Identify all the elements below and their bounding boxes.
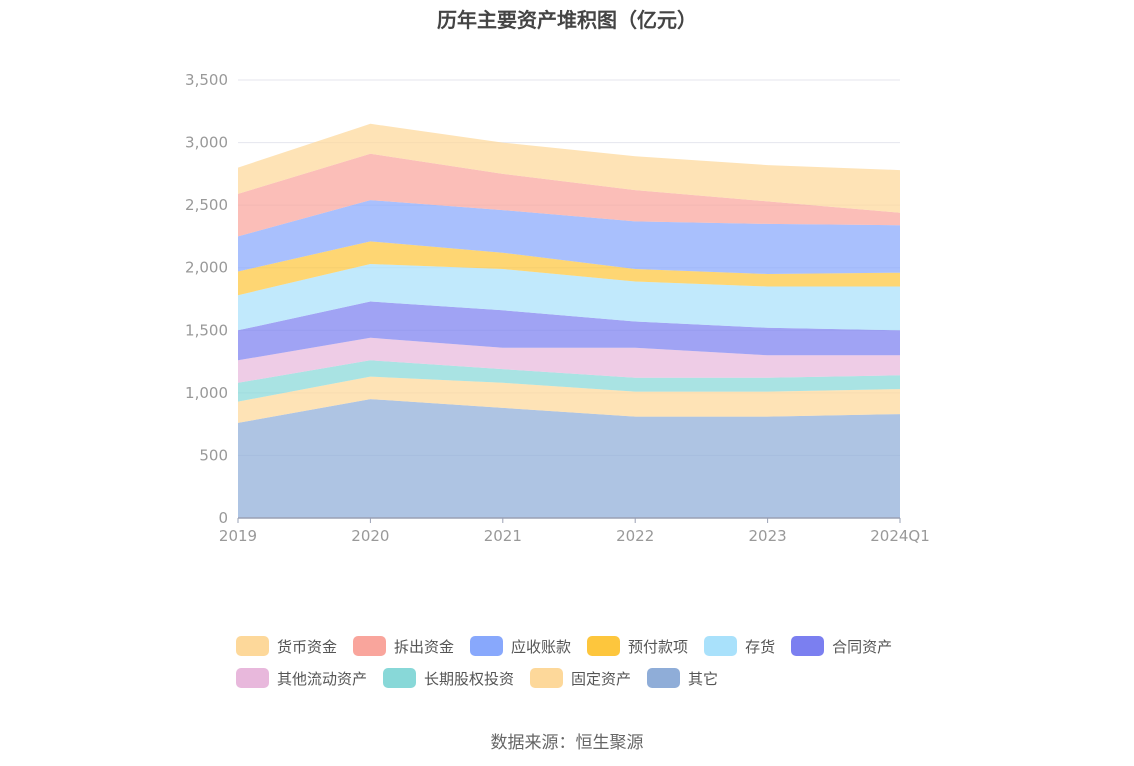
legend-label: 拆出资金	[394, 637, 455, 656]
legend-item[interactable]: 其它	[647, 668, 718, 689]
area-series-group	[238, 123, 900, 518]
area-series-存货[interactable]	[238, 264, 900, 331]
area-series-长期股权投资[interactable]	[238, 360, 900, 402]
x-tick-label: 2021	[484, 527, 522, 545]
legend-label: 货币资金	[277, 637, 338, 656]
legend-label: 固定资产	[571, 669, 632, 688]
area-series-其他流动资产[interactable]	[238, 337, 900, 383]
area-series-货币资金[interactable]	[238, 123, 900, 213]
legend-label: 其他流动资产	[277, 669, 368, 688]
x-tick-label: 2023	[749, 527, 787, 545]
stacked-area-chart: 0 500 1,000 1,500 2,000 2,500 3,000 3,500 2019 20…	[185, 71, 930, 545]
legend-item[interactable]: 预付款项	[587, 636, 688, 657]
legend-swatch	[647, 668, 681, 688]
area-series-其它[interactable]	[238, 399, 900, 518]
legend-label: 应收账款	[511, 637, 572, 656]
legend-item[interactable]: 货币资金	[236, 636, 337, 657]
legend-label: 合同资产	[832, 637, 893, 656]
legend-item[interactable]: 应收账款	[470, 636, 571, 657]
legend-item[interactable]: 其他流动资产	[236, 668, 367, 689]
legend-swatch	[791, 636, 825, 656]
area-series-拆出资金[interactable]	[238, 153, 900, 237]
legend: 货币资金 拆出资金 应收账款 预付款项 存货 合同资产其他流动资产 长期股权投资 固定资产 其它	[236, 630, 916, 694]
legend-label: 存货	[745, 637, 776, 656]
y-tick-label: 1,000	[185, 384, 228, 402]
y-tick-label: 500	[199, 446, 228, 464]
legend-swatch	[587, 636, 621, 656]
legend-item[interactable]: 存货	[704, 636, 775, 657]
legend-swatch	[353, 636, 387, 656]
legend-row: 货币资金 拆出资金 应收账款 预付款项 存货 合同资产	[236, 630, 916, 662]
legend-label: 长期股权投资	[424, 669, 515, 688]
y-tick-label: 1,500	[185, 321, 228, 339]
legend-item[interactable]: 长期股权投资	[383, 668, 514, 689]
x-tick-label: 2019	[219, 527, 257, 545]
x-tick-label: 2020	[351, 527, 389, 545]
legend-swatch	[470, 636, 504, 656]
legend-item[interactable]: 合同资产	[791, 636, 892, 657]
legend-swatch	[383, 668, 417, 688]
legend-swatch	[236, 636, 269, 656]
chart-title: 历年主要资产堆积图（亿元）	[437, 8, 697, 32]
y-tick-label: 3,000	[185, 134, 228, 152]
y-tick-label: 3,500	[185, 71, 228, 89]
x-tick-label: 2022	[616, 527, 654, 545]
area-series-应收账款[interactable]	[238, 200, 900, 274]
legend-swatch	[236, 668, 269, 688]
legend-item[interactable]: 拆出资金	[353, 636, 454, 657]
y-tick-label: 2,000	[185, 259, 228, 277]
legend-label: 预付款项	[628, 637, 689, 656]
legend-swatch	[530, 668, 564, 688]
axes: 0 500 1,000 1,500 2,000 2,500 3,000 3,500 2019 20…	[185, 71, 930, 545]
y-tick-label: 2,500	[185, 196, 228, 214]
x-tick-label: 2024Q1	[870, 527, 930, 545]
area-series-预付款项[interactable]	[238, 241, 900, 296]
legend-swatch	[704, 636, 738, 656]
area-series-固定资产[interactable]	[238, 376, 900, 423]
legend-item[interactable]: 固定资产	[530, 668, 631, 689]
legend-label: 其它	[688, 669, 719, 688]
data-source-note: 数据来源：恒生聚源	[490, 733, 644, 753]
y-tick-label: 0	[218, 509, 228, 527]
area-series-合同资产[interactable]	[238, 301, 900, 361]
legend-row: 其他流动资产 长期股权投资 固定资产 其它	[236, 662, 916, 694]
